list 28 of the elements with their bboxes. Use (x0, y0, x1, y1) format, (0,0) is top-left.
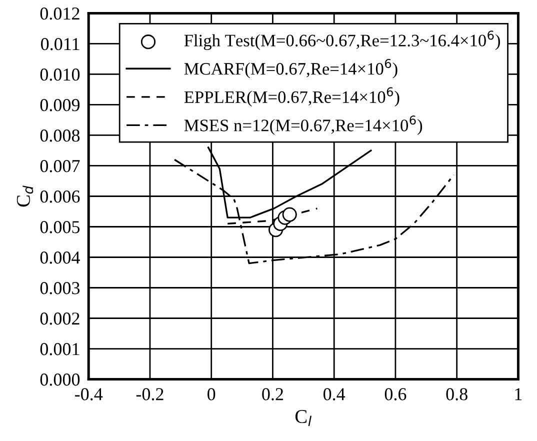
x-tick-label: 0 (208, 388, 216, 400)
y-tick-label: 0.000 (40, 374, 80, 386)
point (282, 207, 297, 222)
y-tick-label: 0.010 (40, 68, 80, 81)
y-tick-label: 0.006 (40, 190, 80, 203)
y-tick-label: 0.005 (40, 221, 80, 234)
y-tick-label: 0.009 (40, 98, 80, 112)
x-tick-label: 0.6 (384, 388, 406, 400)
y-tick-label: 0.003 (40, 282, 80, 294)
legend-label: EPPLER(M=0.67,Re=14×10$^{6}$) (184, 87, 400, 107)
x-tick-label: 1 (515, 388, 522, 400)
legend-label: Fligh Test(M=0.66~0.67,Re=12.3~16.4×10$^{6}$) (184, 30, 500, 50)
x-tick-label: -0.4 (74, 388, 103, 400)
x-tick-label: -0.2 (136, 388, 164, 400)
y-tick-label: 0.001 (40, 343, 80, 356)
legend-label: MSES n=12(M=0.67,Re=14×10$^{6}$) (184, 115, 422, 135)
x-axis-title: C$_{l}$ (295, 410, 312, 426)
x-tick-label: 0.2 (262, 388, 284, 400)
legend-label: MCARF(M=0.67,Re=14×10$^{6}$) (184, 58, 398, 78)
y-tick-label: 0.008 (40, 130, 80, 142)
x-tick-label: 0.8 (446, 388, 468, 400)
x-tick-label: 0.4 (323, 388, 346, 400)
y-tick-label: 0.007 (40, 160, 80, 172)
y-tick-label: 0.004 (40, 252, 80, 264)
y-axis-title: C$_{d}$ (16, 186, 34, 207)
y-tick-label: 0.012 (40, 7, 80, 20)
y-tick-label: 0.002 (40, 312, 80, 325)
y-tick-label: 0.011 (41, 38, 80, 50)
